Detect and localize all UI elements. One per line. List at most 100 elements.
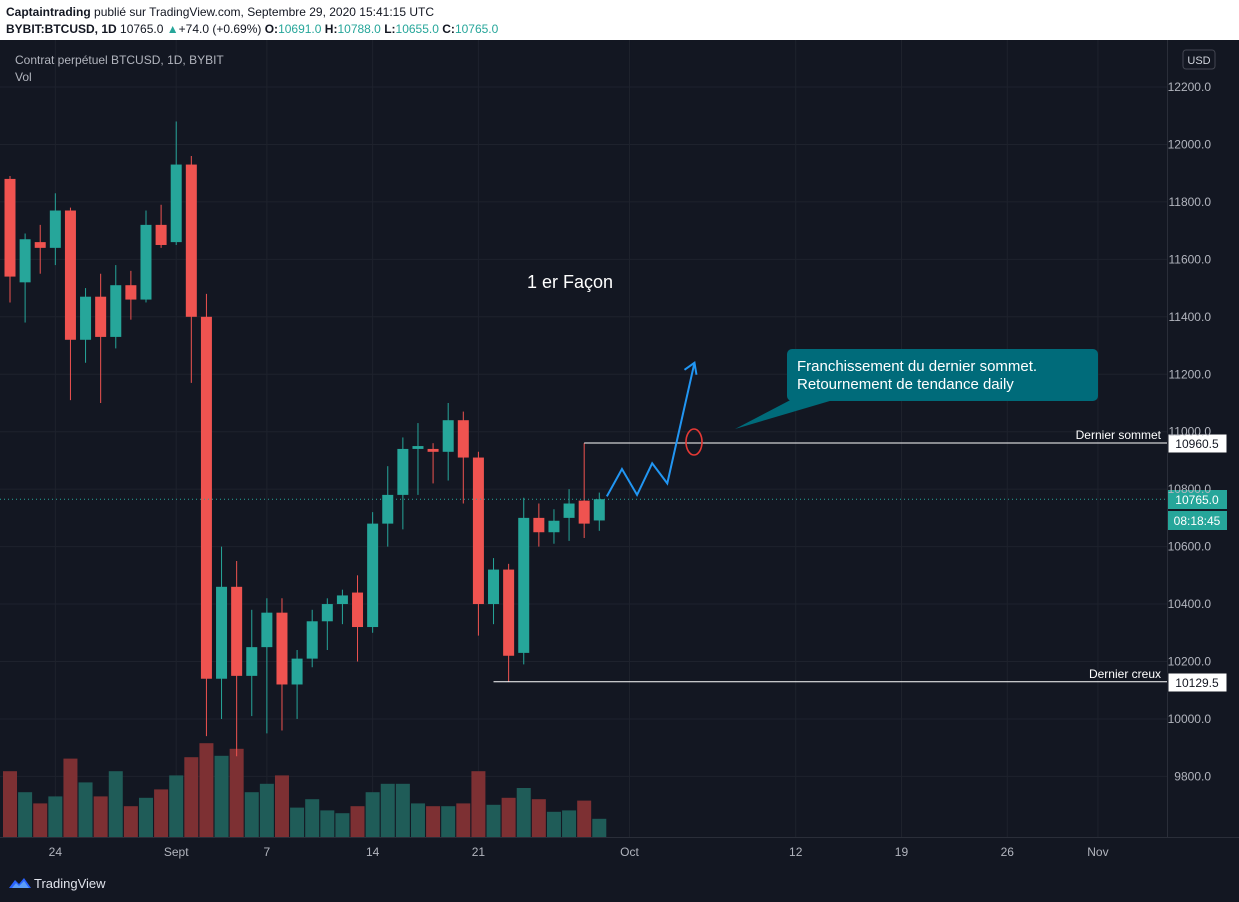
candle-body [442, 420, 454, 452]
volume-bar [169, 775, 184, 837]
y-tick-label: 11200.0 [1169, 367, 1212, 381]
candle-body [382, 494, 394, 524]
candle-body [276, 612, 288, 685]
volume-bar [78, 782, 93, 837]
candle-body [321, 604, 333, 622]
callout-pointer [735, 395, 840, 429]
last-top-price: 10960.5 [1175, 437, 1219, 451]
volume-bar [259, 783, 274, 837]
candle-body [518, 517, 530, 653]
volume-bar [290, 807, 305, 837]
last-top-price-tag [1167, 433, 1228, 454]
annotations: 1 er Façon Franchissement du dernier som… [527, 272, 1098, 456]
candle-body [457, 420, 469, 458]
volume-bar [108, 771, 123, 837]
y-tick-label: 10800.0 [1168, 482, 1212, 496]
countdown-tag [1168, 511, 1227, 530]
high-value: 10788.0 [337, 22, 381, 36]
candle-body [578, 500, 590, 524]
volume-bar [229, 748, 244, 837]
volume-bars [3, 743, 607, 837]
callout-line-1: Franchissement du dernier sommet. [797, 358, 1037, 375]
candle-body [64, 210, 76, 340]
projection-line [605, 362, 696, 498]
x-tick-label: 26 [1001, 845, 1015, 859]
method-label: 1 er Façon [527, 272, 613, 292]
currency-button[interactable] [1182, 49, 1216, 70]
candle-body [306, 621, 318, 659]
close-label: C: [442, 22, 455, 36]
last-price-tag [1168, 490, 1227, 509]
breakout-circle-icon [685, 428, 703, 456]
callout-box [787, 349, 1098, 401]
x-tick-label: 14 [366, 845, 380, 859]
y-tick-label: 12000.0 [1168, 137, 1212, 151]
tradingview-logo-icon[interactable] [8, 875, 32, 891]
volume-bar [426, 806, 441, 837]
candle-body [200, 316, 212, 679]
publish-text: publié sur TradingView.com, Septembre 29… [94, 5, 434, 19]
y-tick-label: 11800.0 [1169, 195, 1212, 209]
volume-bar [410, 803, 425, 837]
y-tick-label: 10600.0 [1168, 540, 1212, 554]
volume-bar [18, 792, 33, 837]
volume-bar [3, 771, 17, 837]
candle-body [49, 210, 61, 248]
x-tick-label: 24 [49, 845, 63, 859]
candle-body [125, 285, 137, 300]
candle-body [34, 242, 46, 248]
candle-body [261, 612, 273, 648]
volume-bar [199, 743, 214, 837]
volume-bar [380, 783, 395, 837]
volume-bar [486, 804, 501, 837]
candle-body [231, 586, 243, 676]
candle-body [95, 296, 107, 337]
candle-body [397, 448, 409, 495]
currency-button-label: USD [1187, 55, 1210, 67]
volume-bar [335, 813, 350, 837]
change-value: +74.0 (+0.69%) [178, 22, 262, 36]
candle-body [563, 503, 575, 518]
brand-name[interactable]: TradingView [34, 876, 106, 891]
x-tick-label: 19 [895, 845, 909, 859]
projection-arrowhead-icon [683, 361, 698, 375]
volume-bar [274, 775, 289, 837]
candle-body [593, 499, 605, 521]
candle-body [503, 569, 515, 656]
candle-body [80, 296, 92, 340]
time-axis[interactable]: 24 Sept 7 14 21 Oct 12 19 26 Nov [0, 837, 1239, 860]
candle-body [291, 658, 303, 685]
open-value: 10691.0 [278, 22, 322, 36]
candle-body [110, 285, 122, 337]
last-low-price-tag [1167, 672, 1228, 693]
volume-bar [33, 803, 48, 837]
countdown: 08:18:45 [1174, 514, 1221, 528]
callout-line-2: Retournement de tendance daily [797, 376, 1014, 393]
author-name[interactable]: Captaintrading [6, 5, 91, 19]
volume-bar [365, 792, 380, 837]
candle-body [4, 178, 16, 277]
y-tick-label: 11000.0 [1169, 425, 1212, 439]
x-tick-label: Sept [164, 845, 189, 859]
up-arrow-icon: ▲ [166, 22, 179, 36]
symbol-label: BYBIT:BTCUSD, 1D [6, 22, 117, 36]
candle-body [140, 224, 152, 300]
price-chart[interactable]: 1 er Façon Franchissement du dernier som… [0, 40, 1239, 866]
candle-body [352, 592, 364, 628]
volume-bar [320, 810, 335, 837]
y-tick-label: 10400.0 [1168, 597, 1212, 611]
open-label: O: [264, 22, 279, 36]
x-tick-label: 12 [789, 845, 803, 859]
volume-bar [531, 799, 546, 837]
candle-body [412, 446, 424, 449]
y-tick-label: 10000.0 [1168, 712, 1212, 726]
chart-info-header: Captaintrading publié sur TradingView.co… [0, 0, 1239, 40]
footer [0, 866, 1239, 902]
volume-bar [471, 771, 486, 837]
y-tick-label: 11400.0 [1169, 310, 1212, 324]
close-value: 10765.0 [454, 22, 499, 36]
volume-bar [305, 799, 320, 837]
volume-bar [577, 800, 592, 837]
projection-path [605, 361, 698, 498]
volume-bar [441, 806, 456, 837]
